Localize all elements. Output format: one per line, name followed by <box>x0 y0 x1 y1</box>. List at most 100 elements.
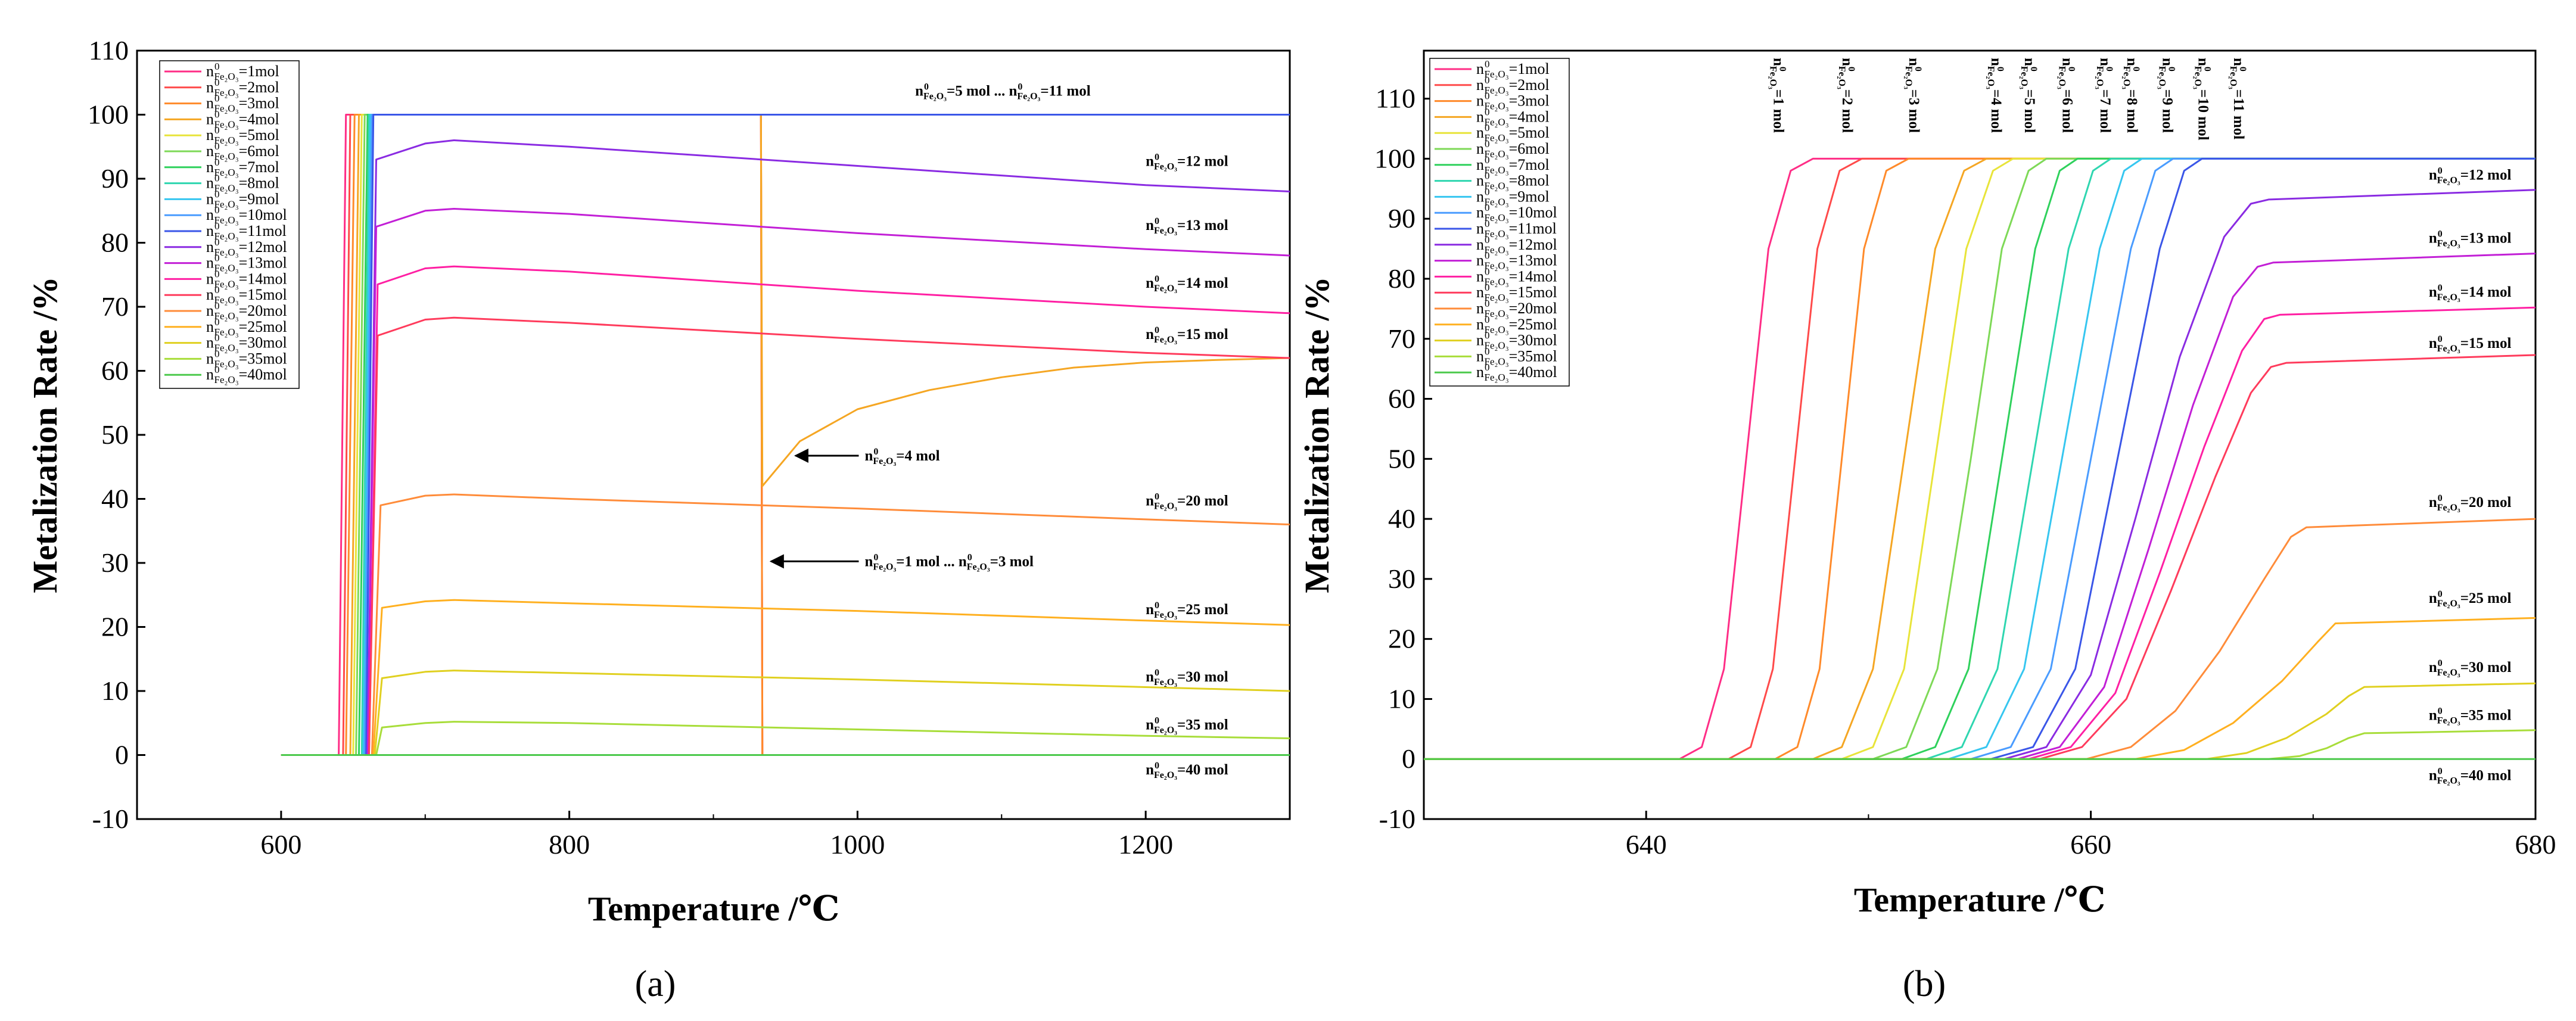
annotation-label: n0 Fe₂O₃=35 mol <box>1146 716 1228 736</box>
legend-label: n0 Fe₂O₃=30mol <box>206 332 287 354</box>
y-tick-label: 20 <box>1388 624 1415 654</box>
legend-label: n0 Fe₂O₃=25mol <box>206 316 287 338</box>
y-tick-label: 70 <box>1388 323 1415 354</box>
legend-label: n0 Fe₂O₃=3mol <box>1476 91 1550 112</box>
series-line-13mol <box>1424 253 2535 760</box>
annotation-label: n0 Fe₂O₃=12 mol <box>1146 152 1228 172</box>
top-series-label: n0Fe₂O₃=5 mol <box>2019 58 2039 133</box>
x-tick-label: 1000 <box>830 829 885 860</box>
series-line-11mol <box>1424 157 2535 760</box>
annotation-label: n0 Fe₂O₃=15 mol <box>1146 325 1228 345</box>
series-line-15mol <box>1424 354 2535 760</box>
legend-label: n0 Fe₂O₃=35mol <box>206 348 287 369</box>
y-tick-label: 60 <box>1388 384 1415 414</box>
legend-label: n0 Fe₂O₃=12mol <box>206 236 287 258</box>
legend-label: n0 Fe₂O₃=15mol <box>206 284 287 306</box>
legend-label: n0 Fe₂O₃=4mol <box>1476 106 1550 127</box>
legend-label: n0 Fe₂O₃=7mol <box>1476 154 1550 176</box>
legend-label: n0 Fe₂O₃=40mol <box>206 364 287 385</box>
y-tick-label: 30 <box>101 547 129 578</box>
annotation-label: n0 Fe₂O₃=35 mol <box>2429 706 2512 726</box>
x-tick-label: 680 <box>2515 829 2556 860</box>
annotation-label: n0 Fe₂O₃=25 mol <box>1146 600 1228 620</box>
annotation-label: n0 Fe₂O₃=25 mol <box>2429 589 2512 609</box>
top-series-label: n0Fe₂O₃=2 mol <box>1837 58 1856 133</box>
legend-label: n0 Fe₂O₃=14mol <box>1476 266 1557 287</box>
annotation-label: n0 Fe₂O₃=20 mol <box>1146 491 1228 511</box>
series-line-3mol <box>1424 157 2535 760</box>
series-line-20mol <box>1424 518 2535 760</box>
x-tick-label: 600 <box>260 829 301 860</box>
legend-label: n0 Fe₂O₃=13mol <box>206 253 287 274</box>
legend-label: n0 Fe₂O₃=2mol <box>206 77 279 98</box>
annotation-label: n0 Fe₂O₃=40 mol <box>2429 766 2512 786</box>
annotation-label: n0 Fe₂O₃=14 mol <box>1146 274 1228 294</box>
y-tick-label: -10 <box>1379 804 1415 834</box>
legend-label: n0 Fe₂O₃=40mol <box>1476 362 1557 383</box>
legend-label: n0 Fe₂O₃=9mol <box>1476 186 1550 207</box>
legend-label: n0 Fe₂O₃=20mol <box>1476 298 1557 319</box>
series-line-25mol <box>281 599 1290 756</box>
legend-label: n0 Fe₂O₃=30mol <box>1476 330 1557 351</box>
series-line-35mol <box>281 721 1290 756</box>
top-series-label: n0Fe₂O₃=8 mol <box>2121 58 2141 133</box>
y-tick-label: 0 <box>115 740 129 770</box>
top-series-label: n0Fe₂O₃=10 mol <box>2192 58 2212 141</box>
series-line-12mol <box>1424 189 2535 760</box>
y-tick-label: 80 <box>101 228 129 258</box>
series-line-10mol <box>1424 157 2535 760</box>
series-line-6mol <box>1424 157 2535 760</box>
legend-label: n0 Fe₂O₃=5mol <box>206 124 279 146</box>
legend-label: n0 Fe₂O₃=12mol <box>1476 234 1557 256</box>
top-series-label: n0Fe₂O₃=9 mol <box>2157 58 2177 133</box>
series-line-15mol <box>281 316 1290 756</box>
annotation-label: n0 Fe₂O₃=4 mol <box>864 447 939 466</box>
annotation-label: n0 Fe₂O₃=40 mol <box>1146 761 1228 780</box>
series-line-2mol <box>1424 157 2535 760</box>
panel-b-label: (b) <box>1903 964 1946 1004</box>
legend-label: n0 Fe₂O₃=6mol <box>1476 138 1550 160</box>
annotation-label: n0 Fe₂O₃=30 mol <box>1146 668 1228 687</box>
y-tick-label: 110 <box>89 35 129 66</box>
y-tick-label: 100 <box>1374 143 1415 173</box>
series-line-25mol <box>1424 617 2535 760</box>
y-tick-label: 90 <box>1388 203 1415 234</box>
annotation-label: n0 Fe₂O₃=15 mol <box>2429 334 2512 354</box>
legend-label: n0 Fe₂O₃=5mol <box>1476 122 1550 144</box>
legend-label: n0 Fe₂O₃=8mol <box>1476 170 1550 192</box>
legend-label: n0 Fe₂O₃=25mol <box>1476 314 1557 335</box>
x-tick-label: 800 <box>549 829 590 860</box>
series-line-30mol <box>1424 682 2535 760</box>
panel-a-plot-frame <box>136 49 1291 820</box>
series-line-5mol <box>1424 157 2535 760</box>
y-tick-label: 70 <box>101 291 129 322</box>
legend-label: n0 Fe₂O₃=2mol <box>1476 74 1550 96</box>
panel-b-y-axis-title: Metalization Rate /% <box>1298 276 1336 593</box>
legend-label: n0 Fe₂O₃=1mol <box>206 61 279 82</box>
top-series-label: n0Fe₂O₃=11 mol <box>2228 58 2248 139</box>
series-line-13mol <box>281 208 1290 756</box>
y-tick-label: 10 <box>101 676 129 706</box>
series-line-7mol <box>1424 157 2535 760</box>
legend-label: n0 Fe₂O₃=10mol <box>206 204 287 226</box>
series-line-1mol <box>1424 157 2535 760</box>
y-tick-label: 10 <box>1388 683 1415 714</box>
top-series-label: n0Fe₂O₃=4 mol <box>1986 58 2005 133</box>
legend-label: n0 Fe₂O₃=4mol <box>206 108 279 130</box>
x-tick-label: 1200 <box>1118 829 1173 860</box>
y-tick-label: 110 <box>1376 83 1415 114</box>
annotation-label: n0 Fe₂O₃=30 mol <box>2429 658 2512 678</box>
y-tick-label: 50 <box>1388 443 1415 474</box>
panel-a-label: (a) <box>635 964 676 1004</box>
panel-a-x-axis-title: Temperature /℃ <box>588 889 839 928</box>
panel-b-plot-frame <box>1423 49 2537 820</box>
annotation-label: n0 Fe₂O₃=1 mol ... n0 Fe₂O₃=3 mol <box>864 552 1034 572</box>
y-tick-label: 20 <box>101 612 129 642</box>
series-line-4mol <box>1424 157 2535 760</box>
y-tick-label: 0 <box>1402 743 1415 774</box>
legend-box <box>159 60 300 389</box>
legend-label: n0 Fe₂O₃=10mol <box>1476 202 1557 223</box>
y-tick-label: 40 <box>101 484 129 514</box>
series-line-8mol <box>1424 157 2535 760</box>
panel-b-x-axis-title: Temperature /℃ <box>1854 880 2105 919</box>
